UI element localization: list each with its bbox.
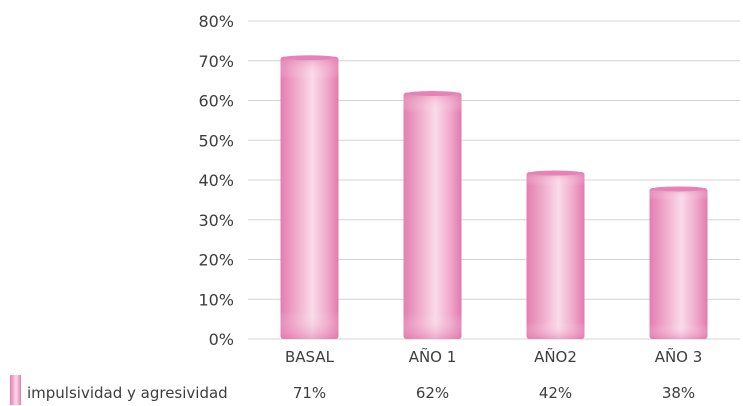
bar-shading (403, 92, 462, 339)
y-tick-label: 50% (198, 131, 234, 150)
bar-shading (280, 56, 339, 340)
x-axis-category-labels: BASAL AÑO 1 AÑO2 AÑO 3 (285, 347, 702, 366)
bar (403, 91, 462, 339)
y-tick-label: 20% (198, 251, 234, 270)
data-table-value: 62% (416, 384, 449, 402)
y-tick-label: 10% (198, 290, 234, 309)
y-axis-tick-labels: 0% 10% 20% 30% 40% 50% 60% 70% 80% (198, 12, 234, 349)
y-tick-label: 80% (198, 12, 234, 31)
data-table-value: 38% (662, 384, 695, 402)
bar (526, 170, 585, 339)
x-category-label: AÑO 3 (655, 347, 703, 366)
x-category-label: BASAL (285, 348, 335, 366)
data-table-value: 42% (539, 384, 572, 402)
y-tick-label: 0% (209, 330, 234, 349)
y-tick-label: 60% (198, 92, 234, 111)
legend-label: impulsividad y agresividad (27, 384, 228, 402)
bar (649, 186, 708, 339)
y-tick-label: 40% (198, 171, 234, 190)
bar (280, 55, 339, 340)
bar-top-edge (651, 186, 706, 192)
data-table-value: 71% (293, 384, 326, 402)
x-category-label: AÑO 1 (409, 347, 457, 366)
bar-top-edge (282, 55, 337, 61)
legend: impulsividad y agresividad (10, 375, 228, 405)
y-tick-label: 30% (198, 211, 234, 230)
bar-shading (649, 187, 708, 339)
legend-swatch (10, 375, 21, 405)
data-table-values: 71% 62% 42% 38% (293, 384, 695, 402)
x-category-label: AÑO2 (534, 347, 577, 366)
bar-shading (526, 172, 585, 339)
bar-top-edge (528, 170, 583, 176)
bars (280, 55, 708, 340)
bar-top-edge (405, 91, 460, 97)
y-tick-label: 70% (198, 52, 234, 71)
